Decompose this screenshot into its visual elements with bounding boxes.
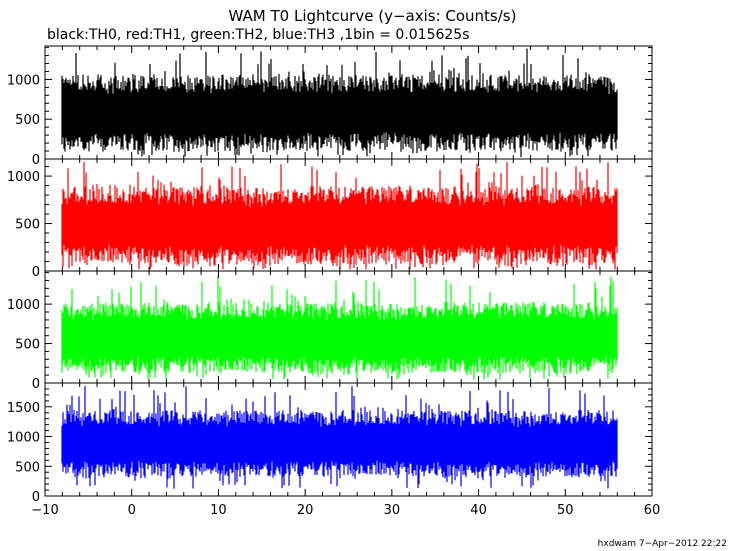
- x-tick-label: −10: [31, 503, 58, 518]
- series-th1: [61, 162, 618, 270]
- y-tick-label: 0: [32, 377, 40, 392]
- y-tick-label: 0: [32, 490, 40, 505]
- panel-frame-th3: [44, 382, 653, 497]
- x-tick-label: 60: [644, 503, 661, 518]
- y-tick-label: 500: [15, 338, 40, 353]
- series-th3: [61, 386, 618, 489]
- x-tick-label: 0: [128, 503, 136, 518]
- chart-title: WAM T0 Lightcurve (y−axis: Counts/s): [228, 7, 517, 25]
- footer-timestamp: hxdwam 7−Apr−2012 22:22: [597, 539, 727, 549]
- y-tick-label: 500: [15, 218, 40, 233]
- y-tick-label: 1000: [7, 298, 40, 313]
- x-tick-label: 50: [557, 503, 574, 518]
- y-tick-label: 0: [32, 265, 40, 280]
- y-tick-label: 1000: [7, 170, 40, 185]
- y-tick-label: 1000: [7, 431, 40, 446]
- y-tick-label: 1500: [7, 401, 40, 416]
- x-tick-label: 30: [384, 503, 401, 518]
- y-tick-label: 500: [15, 460, 40, 475]
- y-tick-label: 500: [15, 113, 40, 128]
- series-th0: [61, 48, 618, 158]
- x-tick-label: 10: [210, 503, 227, 518]
- x-tick-label: 40: [470, 503, 487, 518]
- chart-subtitle: black:TH0, red:TH1, green:TH2, blue:TH3 …: [47, 27, 470, 43]
- x-tick-label: 20: [297, 503, 314, 518]
- y-tick-label: 1000: [7, 73, 40, 88]
- y-tick-label: 0: [32, 153, 40, 168]
- series-th2: [61, 275, 618, 380]
